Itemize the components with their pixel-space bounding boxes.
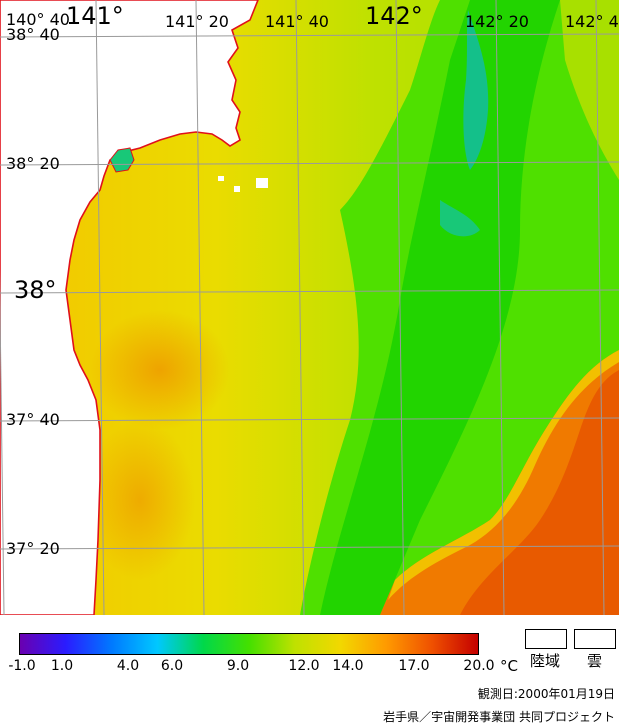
warm-current-core xyxy=(460,370,619,615)
lon-label-142-40: 142° 40 xyxy=(565,12,619,31)
warm-current-edge xyxy=(388,350,619,600)
graticule xyxy=(0,0,619,615)
colorbar-tick: 6.0 xyxy=(160,658,184,674)
colorbar-tick: 17.0 xyxy=(398,658,430,674)
cloud-speck xyxy=(256,178,268,188)
map-canvas xyxy=(0,0,619,615)
lat-label-38-20: 38° 20 xyxy=(6,154,60,173)
lon-label-142-20: 142° 20 xyxy=(465,12,529,31)
meridian-line xyxy=(95,0,105,615)
cold-patch xyxy=(440,200,480,237)
parallel-line xyxy=(0,289,619,294)
cloud-legend-label: 雲 xyxy=(587,652,603,670)
observation-date: 観測日:2000年01月19日 xyxy=(477,687,615,701)
colorbar-tick: 12.0 xyxy=(288,658,320,674)
meridian-line xyxy=(595,0,605,615)
land-legend-swatch xyxy=(525,629,567,649)
lon-label-141-40: 141° 40 xyxy=(265,12,329,31)
lon-label-141: 141° xyxy=(66,2,124,30)
lat-label-37-20: 37° 20 xyxy=(6,539,60,558)
lon-label-142: 142° xyxy=(365,2,423,30)
lon-label-140-40: 140° 40 xyxy=(6,10,70,29)
colorbar-tick: 1.0 xyxy=(50,658,74,674)
colorbar-unit: °C xyxy=(500,657,518,675)
lat-label-37-40: 37° 40 xyxy=(6,410,60,429)
colorbar-tick: 14.0 xyxy=(332,658,364,674)
colorbar-tick: 9.0 xyxy=(226,658,250,674)
parallel-line xyxy=(0,545,619,550)
cloud-legend-swatch xyxy=(574,629,616,649)
parallel-line xyxy=(0,417,619,422)
sea-surface-temperature-map: 38° 40 38° 20 38° 37° 40 37° 20 140° 40 … xyxy=(0,0,619,615)
cloud-speck xyxy=(218,176,224,181)
credit-line: 岩手県／宇宙開発事業団 共同プロジェクト xyxy=(383,710,615,724)
colorbar-tick: -1.0 xyxy=(8,658,36,674)
cloud-speck xyxy=(234,186,240,192)
meridian-line xyxy=(495,0,505,615)
lon-label-141-20: 141° 20 xyxy=(165,12,229,31)
ne-warm xyxy=(560,0,619,180)
land-legend-label: 陸域 xyxy=(530,652,561,670)
lat-label-38: 38° xyxy=(14,276,57,304)
bay-detail xyxy=(109,147,135,173)
meridian-line xyxy=(395,0,405,615)
parallel-line xyxy=(0,161,619,166)
meridian-line xyxy=(195,0,205,615)
meridian-line xyxy=(0,269,5,615)
colorbar-tick: 20.0 xyxy=(463,658,495,674)
cool-water-band-core xyxy=(320,0,560,615)
meridian-line xyxy=(295,0,305,615)
cold-streak xyxy=(463,10,489,170)
parallel-line xyxy=(0,33,619,38)
colorbar-tick: 4.0 xyxy=(116,658,140,674)
temperature-colorbar xyxy=(19,633,479,655)
lat-label-38-40: 38° 40 xyxy=(6,25,60,44)
